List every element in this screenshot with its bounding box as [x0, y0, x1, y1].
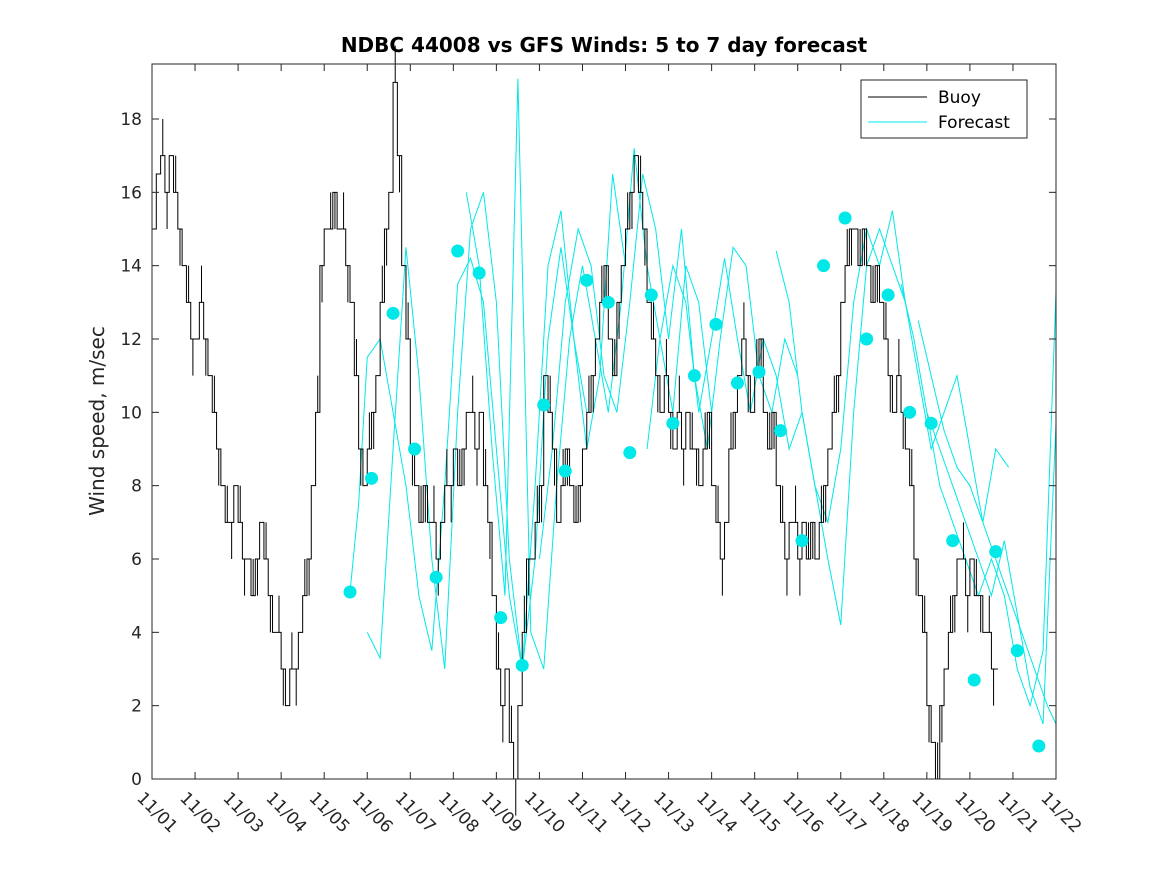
forecast-marker: [365, 471, 379, 485]
forecast-line: [366, 173, 627, 670]
forecast-line: [465, 78, 713, 670]
forecast-marker: [601, 295, 615, 309]
legend-box: [860, 79, 1028, 139]
legend: Buoy Forecast: [860, 79, 1028, 139]
y-tick-label: 18: [120, 110, 142, 130]
forecast-line: [538, 173, 799, 560]
forecast-marker: [946, 534, 960, 548]
forecast-line: [917, 320, 1057, 725]
forecast-marker: [989, 545, 1003, 559]
y-tick-label: 12: [120, 330, 142, 350]
forecast-marker: [451, 244, 465, 258]
chart-title: NDBC 44008 vs GFS Winds: 5 to 7 day fore…: [341, 33, 868, 57]
forecast-markers: [343, 211, 1046, 753]
forecast-marker: [666, 416, 680, 430]
plot-frame: [151, 63, 1057, 780]
forecast-marker: [773, 424, 787, 438]
forecast-marker: [644, 288, 658, 302]
forecast-marker: [429, 570, 443, 584]
y-tick-label: 0: [131, 770, 142, 790]
forecast-marker: [408, 442, 422, 456]
y-axis-label: Wind speed, m/sec: [85, 326, 109, 516]
buoy-series-line: [152, 45, 998, 816]
forecast-marker: [687, 369, 701, 383]
forecast-marker: [924, 416, 938, 430]
forecast-marker: [881, 288, 895, 302]
plot-area: [152, 64, 1056, 779]
forecast-marker: [537, 398, 551, 412]
y-tick-label: 10: [120, 403, 142, 423]
forecast-marker: [817, 259, 831, 273]
y-tick-label: 14: [120, 257, 142, 277]
y-tick-label: 8: [131, 477, 142, 497]
forecast-marker: [386, 306, 400, 320]
forecast-marker: [860, 332, 874, 346]
forecast-marker: [795, 534, 809, 548]
forecast-line: [646, 227, 906, 626]
forecast-marker: [515, 658, 529, 672]
y-axis: 0 2 4 6 8 10 12 14 16 18: [120, 110, 1056, 790]
y-tick-label: 16: [120, 183, 142, 203]
forecast-marker: [730, 376, 744, 390]
y-tick-label: 4: [131, 623, 142, 643]
legend-label-buoy: Buoy: [938, 88, 981, 108]
forecast-marker: [709, 317, 723, 331]
forecast-line: [926, 412, 1057, 725]
forecast-marker: [558, 464, 572, 478]
legend-label-forecast: Forecast: [938, 113, 1010, 133]
forecast-marker: [494, 611, 508, 625]
forecast-marker: [838, 211, 852, 225]
forecast-marker: [343, 585, 357, 599]
y-tick-label: 2: [131, 697, 142, 717]
forecast-marker: [1010, 644, 1024, 658]
y-tick-label: 6: [131, 550, 142, 570]
forecast-marker: [967, 673, 981, 687]
forecast-marker: [903, 405, 917, 419]
forecast-marker: [623, 446, 637, 460]
forecast-marker: [752, 365, 766, 379]
forecast-marker: [472, 266, 486, 280]
forecast-line: [775, 210, 1010, 525]
forecast-marker: [580, 273, 594, 287]
forecast-marker: [1032, 739, 1046, 753]
forecast-series: [349, 78, 1057, 725]
